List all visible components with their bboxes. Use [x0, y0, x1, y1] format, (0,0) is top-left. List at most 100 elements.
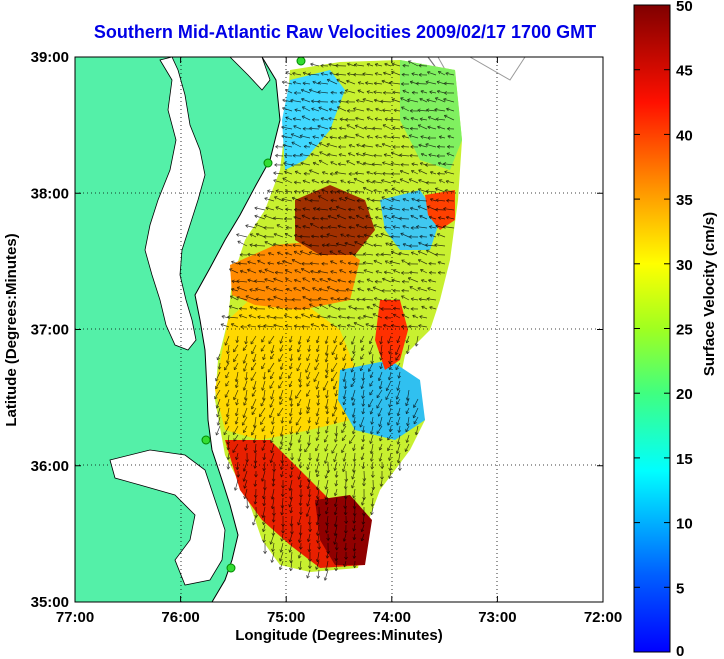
velocity-arrow — [329, 72, 338, 76]
velocity-arrow-head — [343, 547, 346, 551]
velocity-arrow-head — [255, 288, 258, 292]
velocity-arrow-head — [401, 290, 405, 293]
velocity-arrow-head — [223, 433, 227, 436]
velocity-arrow-head — [245, 295, 249, 297]
velocity-arrow-head — [382, 162, 385, 165]
velocity-arrow-head — [271, 351, 274, 354]
velocity-arrow — [285, 278, 293, 283]
velocity-arrow — [310, 153, 320, 157]
velocity-arrow-head — [247, 279, 251, 283]
velocity-arrow — [300, 89, 311, 94]
velocity-arrow-head — [337, 106, 340, 110]
velocity-arrow — [294, 279, 302, 283]
velocity-arrow-head — [429, 90, 433, 93]
velocity-arrow-head — [349, 441, 353, 444]
velocity-arrow-head — [372, 287, 376, 290]
velocity-arrow-head — [301, 98, 304, 102]
velocity-arrow-head — [408, 60, 411, 64]
velocity-arrow — [267, 305, 275, 310]
velocity-arrow-head — [297, 341, 300, 345]
velocity-arrow-head — [389, 476, 392, 479]
velocity-arrow-head — [371, 360, 375, 364]
velocity-arrow-head — [249, 288, 253, 290]
velocity-arrow — [310, 262, 320, 265]
velocity-arrow-head — [388, 413, 392, 416]
velocity-arrow-head — [333, 523, 336, 527]
velocity-arrow — [366, 171, 374, 175]
velocity-arrow — [370, 425, 374, 435]
velocity-arrow — [353, 371, 356, 381]
velocity-arrow-head — [309, 314, 313, 318]
velocity-arrow — [290, 470, 293, 478]
velocity-arrow-head — [302, 128, 306, 131]
velocity-arrow — [425, 143, 437, 148]
velocity-arrow-head — [379, 365, 381, 369]
velocity-arrow-head — [393, 108, 397, 111]
velocity-arrow-head — [268, 251, 272, 254]
velocity-arrow — [278, 380, 284, 389]
velocity-arrow-head — [261, 340, 265, 343]
velocity-arrow — [328, 108, 338, 112]
velocity-arrow-head — [366, 116, 370, 120]
velocity-arrow-head — [307, 478, 309, 482]
velocity-arrow-head — [370, 421, 373, 425]
velocity-arrow — [383, 324, 392, 328]
velocity-arrow — [366, 63, 374, 67]
velocity-arrow-head — [353, 322, 356, 326]
velocity-arrow-head — [303, 171, 307, 174]
velocity-arrow-head — [291, 297, 295, 301]
velocity-arrow — [339, 127, 347, 130]
velocity-arrow-head — [281, 505, 285, 509]
velocity-arrow-head — [328, 107, 333, 110]
velocity-arrow — [249, 289, 257, 292]
velocity-arrow-head — [279, 549, 282, 553]
velocity-arrow — [333, 335, 338, 344]
velocity-arrow — [371, 497, 374, 507]
velocity-arrow-head — [429, 226, 432, 229]
velocity-arrow-head — [406, 340, 410, 344]
velocity-arrow — [245, 225, 257, 229]
velocity-arrow — [375, 270, 383, 274]
velocity-arrow-head — [336, 205, 340, 207]
velocity-arrow-head — [250, 378, 254, 381]
velocity-arrow-head — [324, 449, 328, 452]
velocity-arrow — [244, 389, 248, 401]
velocity-arrow-head — [357, 281, 361, 284]
velocity-arrow-head — [384, 315, 388, 319]
velocity-arrow — [285, 71, 293, 76]
velocity-arrow-head — [370, 466, 373, 470]
velocity-arrow-head — [312, 208, 316, 211]
velocity-arrow-head — [253, 460, 256, 464]
velocity-arrow-head — [371, 512, 374, 516]
velocity-arrow-head — [254, 308, 258, 311]
velocity-arrow — [308, 344, 311, 352]
velocity-arrow-head — [419, 234, 423, 237]
velocity-arrow — [429, 234, 437, 238]
velocity-arrow-head — [221, 315, 225, 319]
velocity-arrow-head — [282, 493, 285, 497]
velocity-arrow-head — [349, 252, 352, 256]
velocity-arrow-head — [245, 225, 248, 228]
velocity-arrow-head — [262, 495, 264, 499]
velocity-arrow-head — [334, 406, 338, 410]
velocity-arrow-head — [249, 233, 253, 237]
velocity-arrow-head — [321, 244, 325, 248]
velocity-arrow-head — [335, 206, 339, 210]
velocity-arrow-head — [243, 485, 245, 489]
velocity-arrow-head — [271, 396, 274, 400]
velocity-arrow-head — [427, 137, 431, 140]
velocity-arrow — [299, 443, 302, 452]
velocity-arrow — [273, 243, 284, 247]
velocity-arrow-head — [335, 568, 338, 572]
velocity-arrow-head — [389, 404, 392, 408]
velocity-arrow — [408, 325, 419, 328]
velocity-arrow-head — [401, 288, 405, 291]
velocity-arrow — [290, 99, 302, 103]
velocity-arrow — [374, 82, 383, 85]
velocity-arrow-head — [290, 457, 293, 461]
velocity-arrow-head — [255, 297, 259, 300]
velocity-arrow-head — [437, 233, 441, 235]
velocity-arrow-head — [343, 386, 346, 390]
velocity-arrow-head — [372, 304, 375, 307]
velocity-arrow-head — [328, 116, 332, 119]
